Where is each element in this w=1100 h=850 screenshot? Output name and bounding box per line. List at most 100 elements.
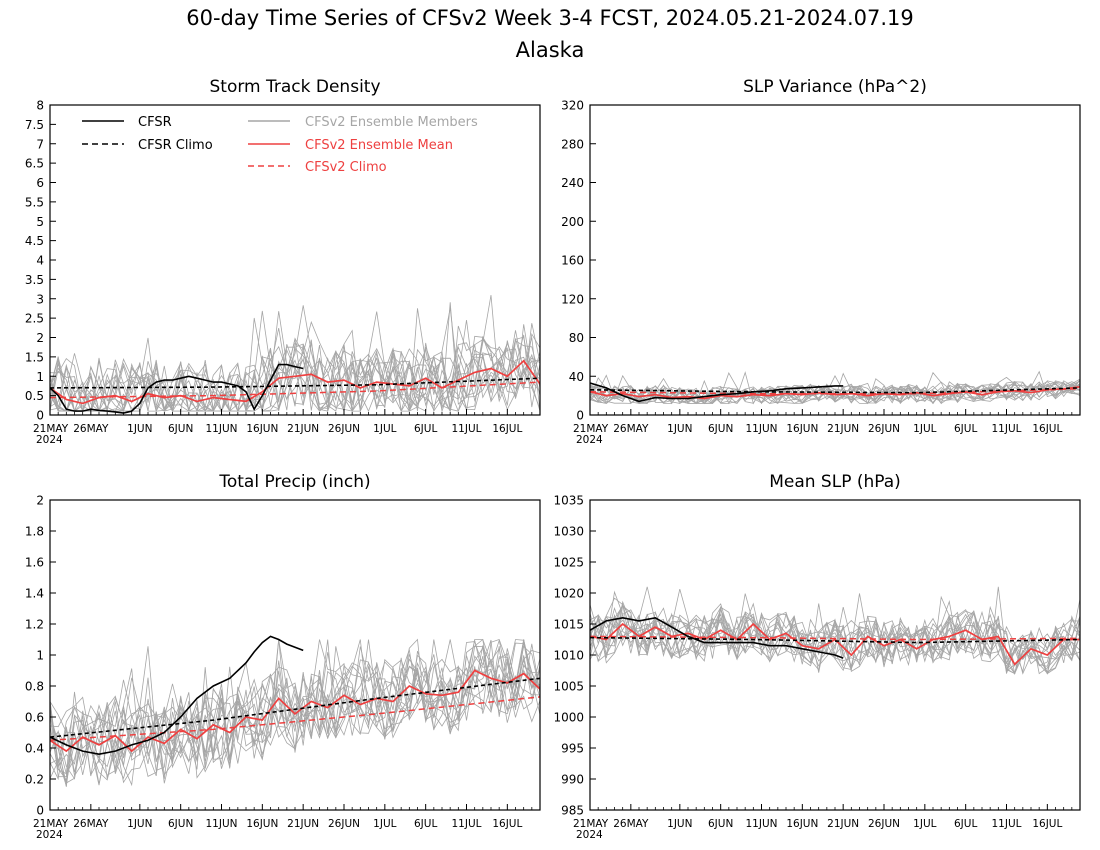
x-tick-label: 26JUN bbox=[328, 818, 360, 830]
x-tick-label: 21JUN bbox=[287, 818, 319, 830]
y-tick-label: 320 bbox=[561, 99, 584, 113]
x-tick-label: 16JUN bbox=[786, 818, 818, 830]
panel-storm-track-density: Storm Track Density CFSR CFSR Climo CFSv… bbox=[82, 77, 478, 175]
x-tick-label: 26JUN bbox=[868, 423, 900, 435]
legend-cfsr-climo-label: CFSR Climo bbox=[138, 138, 213, 153]
plot-mean-slp: 985 990 995 1000 1005 1010 1015 1020 1025 1030 103… bbox=[553, 494, 1081, 841]
ensemble-member-line bbox=[50, 649, 540, 777]
x-tick-label: 11JUN bbox=[206, 818, 238, 830]
cfsr-climo-line bbox=[590, 387, 1080, 394]
x-year-label: 2024 bbox=[576, 829, 603, 841]
x-tick-label: 21MAY bbox=[33, 818, 69, 830]
y-tick-label: 1 bbox=[36, 649, 44, 663]
ensemble-mean-line bbox=[590, 386, 1080, 400]
x-tick-label: 21JUN bbox=[827, 423, 859, 435]
x-tick-label: 6JUN bbox=[168, 423, 193, 435]
x-tick-label: 26MAY bbox=[73, 818, 109, 830]
y-tick-label: 120 bbox=[561, 292, 584, 306]
y-tick-label: 0.2 bbox=[25, 773, 44, 787]
ensemble-member-line bbox=[50, 638, 540, 775]
x-tick-label: 11JUL bbox=[452, 818, 482, 830]
cfsr-climo-line bbox=[590, 636, 1080, 644]
y-tick-label: 7.5 bbox=[25, 118, 44, 132]
x-year-label: 2024 bbox=[36, 434, 63, 446]
ensemble-member-line bbox=[590, 593, 1080, 667]
x-tick-label: 11JUL bbox=[452, 423, 482, 435]
x-tick-label: 6JUL bbox=[954, 818, 977, 830]
x-tick-label: 1JUL bbox=[913, 423, 936, 435]
x-year-label: 2024 bbox=[36, 829, 63, 841]
panel-title: Total Precip (inch) bbox=[218, 472, 370, 492]
panel-slp-variance: SLP Variance (hPa^2) bbox=[743, 77, 927, 97]
x-tick-label: 26MAY bbox=[73, 423, 109, 435]
x-tick-label: 11JUN bbox=[746, 423, 778, 435]
panel-title: Storm Track Density bbox=[209, 77, 380, 97]
x-tick-label: 16JUL bbox=[492, 423, 522, 435]
x-tick-label: 1JUN bbox=[667, 423, 692, 435]
cfsr-line bbox=[50, 635, 304, 756]
x-tick-label: 26MAY bbox=[613, 423, 649, 435]
y-tick-label: 4 bbox=[36, 254, 44, 268]
y-tick-label: 995 bbox=[561, 742, 584, 756]
x-tick-label: 26MAY bbox=[613, 818, 649, 830]
y-tick-label: 200 bbox=[561, 215, 584, 229]
x-tick-label: 26JUN bbox=[328, 423, 360, 435]
x-tick-label: 16JUL bbox=[492, 818, 522, 830]
y-tick-label: 0.8 bbox=[25, 680, 44, 694]
cfsr-line bbox=[50, 363, 304, 414]
x-tick-label: 16JUN bbox=[786, 423, 818, 435]
ensemble-member-line bbox=[50, 640, 540, 784]
y-tick-label: 1 bbox=[36, 370, 44, 384]
y-tick-label: 1030 bbox=[553, 525, 584, 539]
legend-cfsv2-climo-label: CFSv2 Climo bbox=[305, 160, 387, 175]
y-tick-label: 7 bbox=[36, 137, 44, 151]
y-tick-label: 80 bbox=[569, 331, 584, 345]
cfsr-climo-line bbox=[50, 377, 540, 389]
plot-area bbox=[50, 635, 540, 787]
legend-mean-label: CFSv2 Ensemble Mean bbox=[305, 138, 453, 153]
y-tick-label: 4.5 bbox=[25, 234, 44, 248]
x-tick-label: 6JUL bbox=[414, 423, 437, 435]
panel-title: Mean SLP (hPa) bbox=[769, 472, 901, 492]
figure-subtitle: Alaska bbox=[516, 38, 585, 62]
y-tick-label: 0.5 bbox=[25, 389, 44, 403]
x-tick-label: 1JUN bbox=[127, 818, 152, 830]
panel-total-precip: Total Precip (inch) bbox=[218, 472, 370, 492]
cfsr-climo-line bbox=[50, 677, 540, 738]
ensemble-member-line bbox=[50, 639, 540, 787]
ensemble-member-line bbox=[590, 599, 1080, 667]
x-tick-label: 6JUL bbox=[954, 423, 977, 435]
legend: CFSR CFSR Climo CFSv2 Ensemble Members C… bbox=[82, 115, 478, 175]
y-tick-label: 1025 bbox=[553, 556, 584, 570]
x-tick-label: 6JUN bbox=[168, 818, 193, 830]
x-tick-label: 16JUL bbox=[1032, 818, 1062, 830]
ensemble-member-line bbox=[50, 638, 540, 784]
ensemble-mean-line bbox=[590, 622, 1080, 666]
ensemble-member-line bbox=[590, 375, 1080, 405]
legend-members-label: CFSv2 Ensemble Members bbox=[305, 115, 478, 130]
y-tick-label: 1.8 bbox=[25, 525, 44, 539]
ensemble-member-line bbox=[590, 607, 1080, 675]
ensemble-member-line bbox=[590, 595, 1080, 675]
x-tick-label: 11JUN bbox=[206, 423, 238, 435]
x-year-label: 2024 bbox=[576, 434, 603, 446]
y-tick-label: 1000 bbox=[553, 711, 584, 725]
plot-area bbox=[590, 370, 1080, 405]
y-tick-label: 1035 bbox=[553, 494, 584, 508]
y-tick-label: 5.5 bbox=[25, 195, 44, 209]
ensemble-member-line bbox=[50, 639, 540, 775]
y-tick-label: 1015 bbox=[553, 618, 584, 632]
y-tick-label: 0.4 bbox=[25, 742, 44, 756]
panel-mean-slp: Mean SLP (hPa) bbox=[769, 472, 901, 492]
y-tick-label: 0 bbox=[36, 804, 44, 818]
y-tick-label: 1020 bbox=[553, 587, 584, 601]
figure-title: 60-day Time Series of CFSv2 Week 3-4 FCS… bbox=[186, 6, 914, 30]
x-tick-label: 21MAY bbox=[573, 818, 609, 830]
plot-frame bbox=[589, 104, 1081, 416]
y-tick-label: 1.4 bbox=[25, 587, 44, 601]
y-tick-label: 1.5 bbox=[25, 350, 44, 364]
y-tick-label: 2 bbox=[36, 331, 44, 345]
y-tick-label: 0.6 bbox=[25, 711, 44, 725]
x-tick-label: 21MAY bbox=[33, 423, 69, 435]
x-tick-label: 21MAY bbox=[573, 423, 609, 435]
